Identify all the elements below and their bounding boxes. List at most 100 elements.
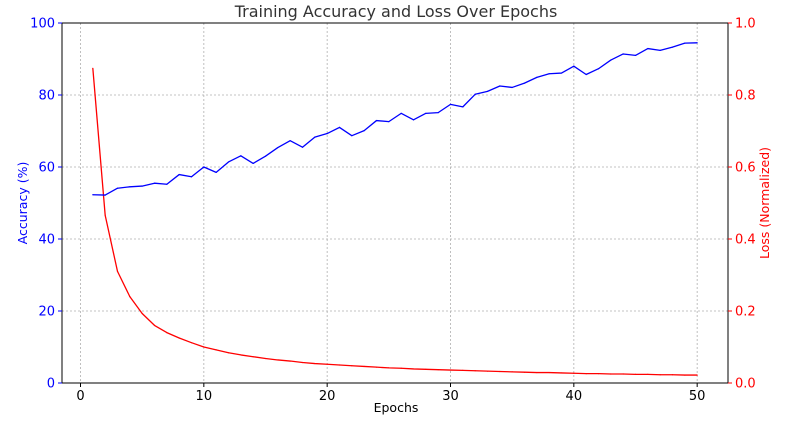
loss-point xyxy=(523,371,526,373)
loss-line xyxy=(92,68,698,376)
x-tick-label: 20 xyxy=(319,389,336,404)
loss-point xyxy=(499,370,501,373)
loss-point xyxy=(264,357,267,360)
loss-point xyxy=(412,368,415,370)
loss-point xyxy=(671,374,674,376)
loss-point xyxy=(338,364,341,366)
loss-point xyxy=(92,67,94,69)
right-y-tick-label: 0.2 xyxy=(735,305,756,320)
accuracy-point xyxy=(536,76,538,78)
accuracy-point xyxy=(560,72,563,74)
accuracy-point xyxy=(301,146,304,148)
right-y-tick-label: 0.0 xyxy=(735,377,756,392)
x-tick-label: 10 xyxy=(196,389,213,404)
loss-point xyxy=(289,360,291,362)
x-axis-ticks: 0 10 20 30 40 50 xyxy=(76,383,705,404)
loss-point xyxy=(190,342,193,344)
loss-point xyxy=(326,363,328,365)
accuracy-point xyxy=(153,182,156,184)
accuracy-point xyxy=(647,47,649,50)
right-y-tick-label: 1.0 xyxy=(735,17,756,32)
accuracy-point xyxy=(227,161,230,163)
accuracy-point xyxy=(141,185,143,187)
left-y-tick-label: 80 xyxy=(38,89,55,104)
loss-point xyxy=(178,337,180,339)
loss-point xyxy=(536,371,538,374)
loss-point xyxy=(400,367,402,369)
left-y-tick-label: 0 xyxy=(47,377,55,392)
loss-point xyxy=(474,370,476,372)
accuracy-point xyxy=(400,112,402,114)
accuracy-point xyxy=(178,173,180,176)
accuracy-point xyxy=(326,132,328,135)
plot-frame xyxy=(61,22,729,384)
right-y-axis-ticks: 0.0 0.2 0.4 0.6 0.8 1.0 xyxy=(728,17,756,392)
loss-series xyxy=(92,67,698,376)
accuracy-point xyxy=(684,42,686,44)
loss-point xyxy=(585,373,587,375)
loss-point xyxy=(622,373,624,375)
left-y-axis-ticks: 0 20 40 60 80 100 xyxy=(30,17,62,392)
accuracy-point xyxy=(573,65,575,67)
accuracy-point xyxy=(116,187,119,189)
accuracy-point xyxy=(659,49,661,51)
accuracy-point xyxy=(129,186,131,188)
accuracy-point xyxy=(412,119,415,121)
accuracy-point xyxy=(388,121,390,123)
accuracy-point xyxy=(375,119,378,122)
loss-point xyxy=(227,352,230,354)
loss-point xyxy=(363,365,365,368)
accuracy-point xyxy=(190,176,193,178)
accuracy-point xyxy=(622,53,624,55)
loss-point xyxy=(610,373,612,375)
chart-title: Training Accuracy and Loss Over Epochs xyxy=(234,2,558,21)
accuracy-point xyxy=(523,82,526,84)
loss-point xyxy=(425,368,427,370)
accuracy-point xyxy=(338,126,341,128)
loss-point xyxy=(573,372,575,374)
accuracy-point xyxy=(449,103,452,105)
loss-point xyxy=(301,361,304,364)
x-tick-label: 0 xyxy=(76,389,84,404)
x-tick-label: 40 xyxy=(566,389,583,404)
loss-point xyxy=(215,349,217,351)
left-y-axis-label: Accuracy (%) xyxy=(15,162,30,245)
loss-point xyxy=(351,365,353,367)
loss-point xyxy=(449,369,452,371)
accuracy-point xyxy=(240,155,242,157)
x-tick-label: 50 xyxy=(689,389,706,404)
loss-point xyxy=(104,214,106,216)
accuracy-point xyxy=(585,73,587,76)
right-y-axis-label: Loss (Normalized) xyxy=(757,147,772,259)
x-axis-label: Epochs xyxy=(374,400,419,415)
accuracy-point xyxy=(474,93,476,95)
loss-point xyxy=(141,312,143,315)
accuracy-point xyxy=(104,194,106,196)
left-y-tick-label: 100 xyxy=(30,17,55,32)
accuracy-point xyxy=(166,183,168,185)
accuracy-point xyxy=(351,135,353,137)
accuracy-point xyxy=(499,85,501,87)
loss-point xyxy=(462,369,464,371)
accuracy-point xyxy=(92,194,94,196)
loss-point xyxy=(252,356,254,358)
loss-point xyxy=(277,359,279,361)
loss-point xyxy=(696,374,698,376)
accuracy-point xyxy=(437,112,439,114)
accuracy-point xyxy=(277,146,279,149)
accuracy-point xyxy=(203,166,205,168)
accuracy-point xyxy=(314,136,316,138)
accuracy-point xyxy=(252,162,254,164)
x-tick-label: 30 xyxy=(442,389,459,404)
right-y-tick-label: 0.4 xyxy=(735,233,756,248)
accuracy-point xyxy=(363,130,365,132)
accuracy-point xyxy=(462,106,464,108)
accuracy-point xyxy=(634,54,637,57)
accuracy-point xyxy=(696,42,698,44)
left-y-tick-label: 20 xyxy=(38,305,55,320)
accuracy-point xyxy=(215,171,217,173)
loss-point xyxy=(240,354,242,356)
loss-point xyxy=(375,366,378,368)
accuracy-point xyxy=(425,112,427,114)
